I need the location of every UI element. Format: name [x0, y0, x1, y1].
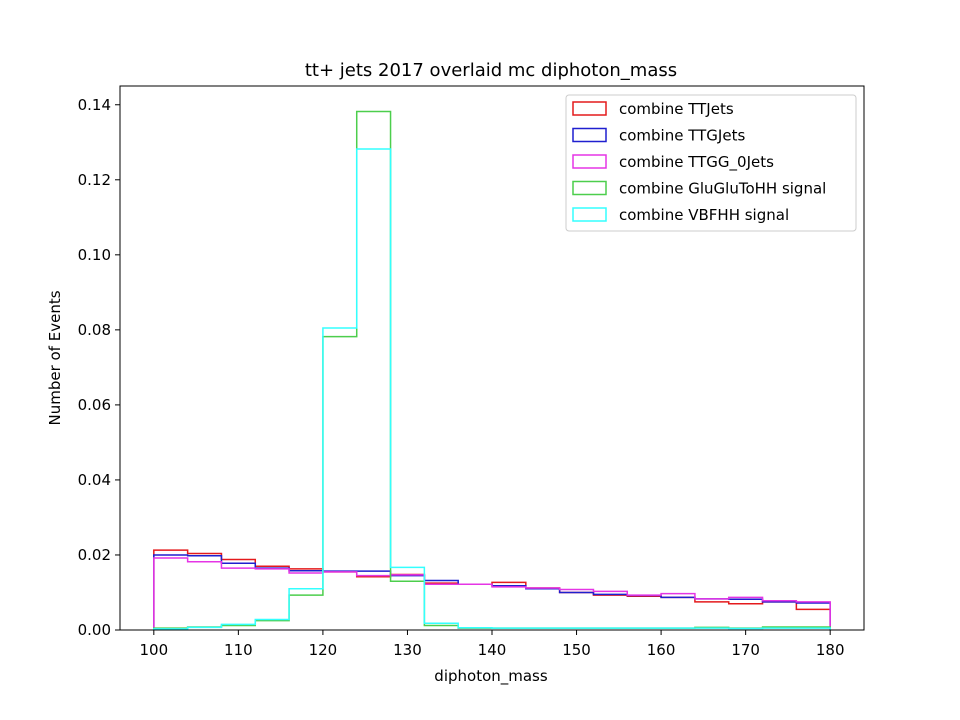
y-tick-label: 0.14 — [78, 96, 111, 114]
y-tick-label: 0.00 — [78, 621, 111, 639]
y-tick-label: 0.06 — [78, 396, 111, 414]
x-tick-label: 170 — [731, 641, 760, 659]
axes-layer: 100 110 120 130 140 150 160 170 180 0.00 0.02 0.04 0… — [78, 96, 845, 659]
legend-label: combine TTJets — [619, 100, 734, 118]
series-line-2 — [153, 557, 831, 630]
legend-label: combine GluGluToHH signal — [619, 180, 826, 198]
series-line-0 — [153, 549, 831, 630]
x-tick-label: 150 — [562, 641, 591, 659]
x-tick-label: 110 — [224, 641, 253, 659]
x-axis-label: diphoton_mass — [434, 667, 548, 686]
y-tick-label: 0.12 — [78, 171, 111, 189]
legend: combine TTJets combine TTGJets combine TTG… — [565, 94, 857, 232]
x-tick-label: 160 — [647, 641, 676, 659]
legend-box — [565, 94, 857, 232]
y-tick-label: 0.08 — [78, 321, 111, 339]
series-layer — [153, 110, 831, 630]
x-tick-label: 100 — [139, 641, 168, 659]
x-tick-label: 180 — [816, 641, 845, 659]
x-tick-label: 130 — [393, 641, 422, 659]
plot-frame — [119, 85, 865, 631]
chart-title: tt+ jets 2017 overlaid mc diphoton_mass — [305, 60, 677, 81]
legend-label: combine VBFHH signal — [619, 206, 789, 224]
legend-swatch — [572, 127, 607, 143]
series-line-1 — [153, 554, 831, 630]
y-axis-label: Number of Events — [46, 290, 64, 425]
y-tick-label: 0.10 — [78, 246, 111, 264]
legend-label: combine TTGG_0Jets — [619, 153, 774, 172]
legend-swatch — [572, 207, 607, 222]
x-tick-label: 140 — [478, 641, 507, 659]
series-line-4 — [153, 148, 831, 630]
legend-swatch — [572, 180, 607, 196]
legend-label: combine TTGJets — [619, 127, 745, 145]
x-tick-label: 120 — [309, 641, 338, 659]
y-tick-label: 0.04 — [78, 471, 111, 489]
legend-swatch — [572, 154, 607, 169]
y-tick-label: 0.02 — [78, 546, 111, 564]
legend-swatch — [572, 101, 607, 116]
